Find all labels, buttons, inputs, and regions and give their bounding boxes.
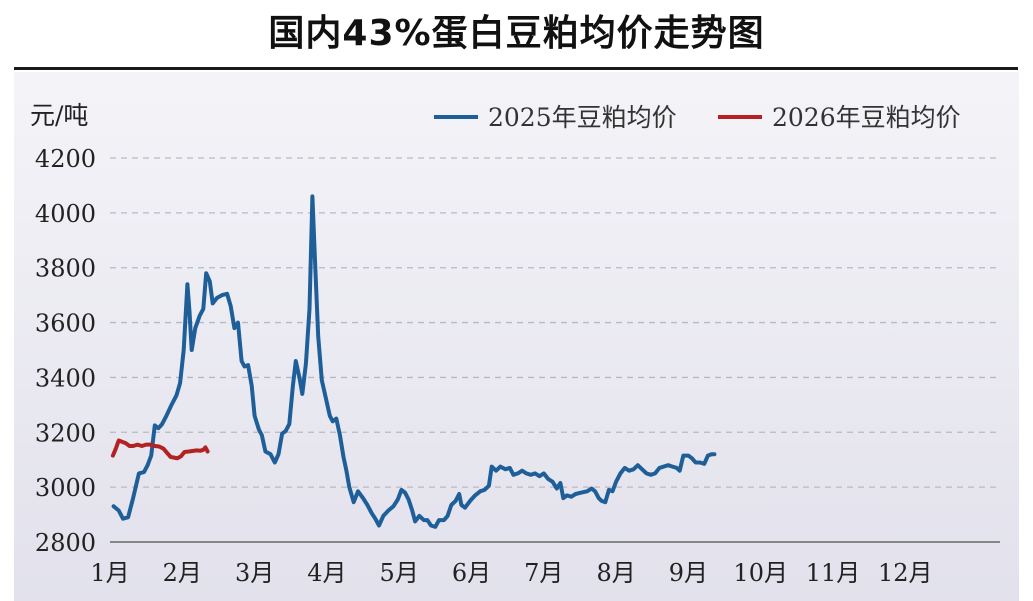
y-tick-label: 4000 [35, 200, 96, 228]
axes: 2800 3000 3200 3400 3600 3800 4000 4200 1月 2月 3月 4月… [35, 145, 1000, 587]
x-tick-label: 1月 [90, 559, 129, 587]
legend-label-2: 2026年豆粕均价 [772, 103, 961, 132]
x-tick-label: 5月 [380, 559, 419, 587]
series-line-1 [111, 194, 717, 529]
x-tick-label: 9月 [669, 559, 708, 587]
x-tick-label: 4月 [307, 559, 346, 587]
title-rule [14, 67, 1018, 70]
series-layer [110, 194, 717, 529]
x-tick-label: 12月 [878, 559, 933, 587]
x-tick-label: 7月 [524, 559, 563, 587]
x-tick-label: 10月 [733, 559, 788, 587]
y-tick-label: 3200 [35, 419, 96, 447]
y-tick-label: 3800 [35, 255, 96, 283]
y-tick-label: 3400 [35, 364, 96, 392]
plot-background [14, 72, 1019, 601]
x-tick-label: 8月 [596, 559, 635, 587]
x-tick-label: 11月 [806, 559, 861, 587]
y-tick-label: 3000 [35, 474, 96, 502]
x-tick-label: 3月 [235, 559, 274, 587]
legend-label-1: 2025年豆粕均价 [488, 103, 677, 132]
chart-title: 国内43%蛋白豆粕均价走势图 [268, 13, 765, 54]
y-axis-unit-label: 元/吨 [30, 101, 88, 130]
y-tick-label: 2800 [35, 529, 96, 557]
y-tick-label: 4200 [35, 145, 96, 173]
legend: 2025年豆粕均价 2026年豆粕均价 [434, 103, 961, 132]
x-tick-label: 6月 [452, 559, 491, 587]
series-line-2 [110, 438, 210, 461]
y-tick-label: 3600 [35, 310, 96, 338]
x-tick-label: 2月 [163, 559, 202, 587]
